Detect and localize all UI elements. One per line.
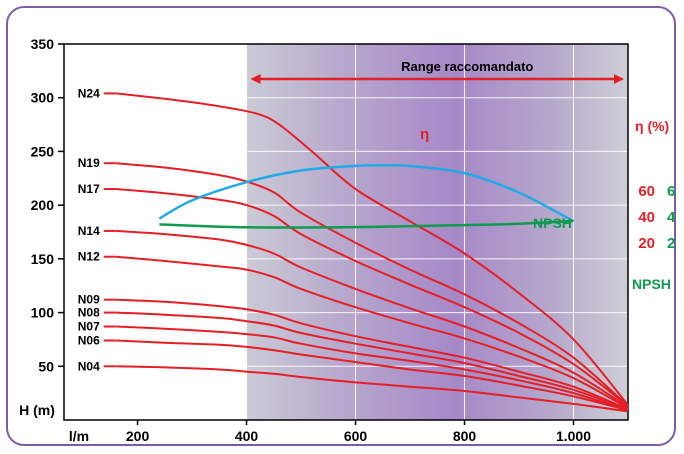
y-tick-label: 50 [38, 358, 54, 374]
y-tick-label: 300 [31, 90, 55, 106]
x-tick-label: 600 [344, 428, 368, 444]
head-curve-n12 [115, 255, 629, 410]
efficiency-tick-label: 20 [638, 235, 655, 252]
head-curve-n08 [115, 311, 629, 411]
y-tick-label: 350 [31, 36, 55, 52]
npsh-axis-label: NPSH [632, 276, 671, 292]
efficiency-curve [158, 163, 575, 223]
x-axis-ticks: 200 400 600 800 1.000 [126, 420, 591, 444]
efficiency-tick-label: 60 [638, 183, 655, 200]
y-tick-label: 100 [31, 305, 55, 321]
curve-label-n12: N12 [78, 250, 100, 264]
curve-label-n14: N14 [78, 224, 100, 238]
head-curve-n19 [115, 162, 629, 407]
curve-label-n17: N17 [78, 182, 100, 196]
curve-label-n04: N04 [78, 359, 100, 373]
y-tick-label: 200 [31, 197, 55, 213]
head-curve-n17 [115, 188, 629, 407]
npsh-tick-label: 2 [667, 235, 675, 252]
y-tick-label: 250 [31, 143, 55, 159]
curve-label-n24: N24 [78, 86, 100, 100]
x-tick-label: 800 [453, 428, 477, 444]
range-label: Range raccomandato [401, 59, 533, 74]
plot-area-border [63, 43, 629, 421]
curve-label-n19: N19 [78, 156, 100, 170]
curve-label-n09: N09 [78, 293, 100, 307]
right-axis-ticks: 60 40 20 6 4 2 [638, 183, 676, 252]
head-curve-n04 [115, 365, 629, 413]
efficiency-axis-label: η (%) [635, 118, 669, 134]
npsh-tick-label: 6 [667, 183, 675, 200]
curve-label-n07: N07 [78, 320, 100, 334]
y-axis-label: H (m) [19, 402, 55, 418]
y-axis-ticks: 50 100 150 200 250 300 350 [31, 36, 64, 374]
head-curve-n06 [115, 339, 629, 412]
y-tick-label: 150 [31, 251, 55, 267]
curve-label-n08: N08 [78, 306, 100, 320]
efficiency-curve-label: η [420, 126, 429, 143]
head-curves [115, 92, 629, 413]
npsh-curve [159, 219, 574, 229]
head-curve-n09 [115, 298, 629, 411]
recommended-range-band [246, 44, 628, 420]
head-curve-n24 [115, 92, 629, 406]
head-curve-n07 [115, 325, 629, 412]
x-tick-label: 400 [235, 428, 259, 444]
npsh-tick-label: 4 [667, 209, 676, 226]
efficiency-tick-label: 40 [638, 209, 655, 226]
npsh-curve-label: NPSH [533, 215, 572, 231]
head-curve-n14 [115, 229, 629, 408]
x-tick-label: 200 [126, 428, 150, 444]
x-axis-label: l/m [69, 428, 89, 444]
curve-label-n06: N06 [78, 334, 100, 348]
x-tick-label: 1.000 [556, 428, 591, 444]
